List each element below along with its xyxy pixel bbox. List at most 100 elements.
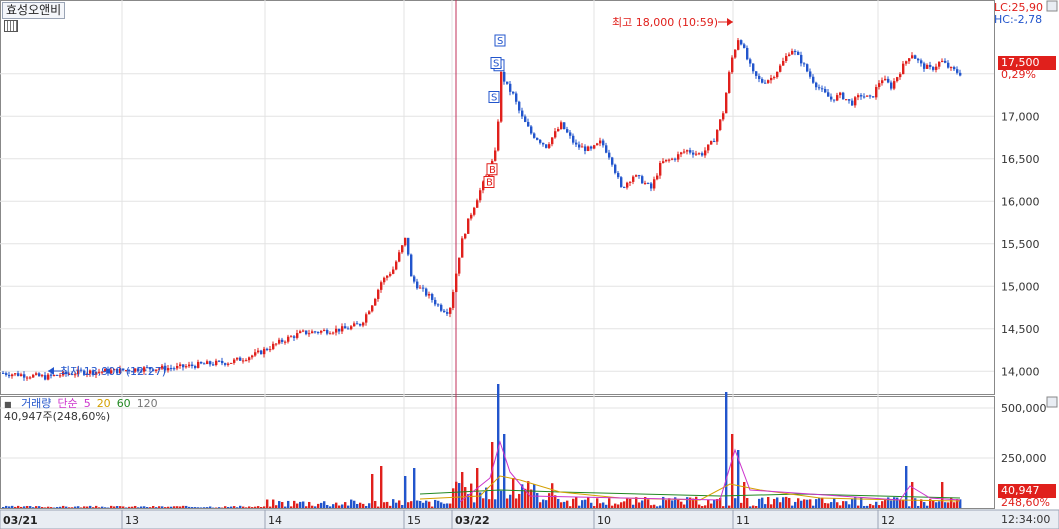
candle bbox=[326, 330, 329, 334]
volume-bar bbox=[920, 499, 923, 508]
candle bbox=[716, 130, 719, 142]
candle bbox=[803, 63, 806, 65]
volume-bar bbox=[65, 506, 68, 508]
volume-bar bbox=[833, 498, 836, 508]
candle bbox=[149, 367, 152, 370]
candle bbox=[923, 63, 926, 69]
candle bbox=[743, 44, 746, 48]
candle bbox=[86, 373, 89, 375]
scroll-up-button[interactable] bbox=[1046, 396, 1058, 408]
candle bbox=[161, 365, 164, 369]
candle bbox=[74, 374, 77, 376]
candle bbox=[791, 50, 794, 55]
volume-bar bbox=[470, 483, 473, 508]
volume-bar bbox=[302, 501, 305, 508]
candle bbox=[599, 140, 602, 144]
candle bbox=[629, 181, 632, 183]
candle bbox=[293, 336, 296, 338]
volume-bar bbox=[950, 497, 953, 508]
grid-toggle-icon[interactable] bbox=[4, 20, 18, 32]
volume-bar bbox=[569, 506, 572, 508]
volume-bar bbox=[131, 506, 134, 508]
candle bbox=[116, 369, 119, 374]
volume-bar bbox=[635, 497, 638, 508]
candle bbox=[512, 91, 515, 94]
volume-legend: ■ 거래량 단순 5 20 60 120 bbox=[4, 397, 158, 410]
candle bbox=[269, 349, 272, 351]
volume-bar bbox=[341, 504, 344, 508]
volume-bar bbox=[545, 500, 548, 508]
candle bbox=[281, 339, 284, 342]
volume-bar bbox=[905, 466, 908, 508]
candle bbox=[14, 373, 17, 375]
volume-bar bbox=[944, 502, 947, 508]
candle bbox=[164, 365, 167, 371]
volume-bar bbox=[494, 499, 497, 508]
volume-bar bbox=[848, 504, 851, 508]
volume-bar bbox=[575, 496, 578, 508]
volume-bar bbox=[839, 505, 842, 508]
volume-bar bbox=[326, 504, 329, 508]
candle bbox=[50, 374, 53, 376]
volume-bar bbox=[662, 496, 665, 508]
candle bbox=[98, 371, 101, 373]
candle bbox=[464, 233, 467, 239]
candle bbox=[353, 323, 356, 327]
candle bbox=[476, 200, 479, 208]
candle bbox=[179, 364, 182, 367]
candle bbox=[734, 49, 737, 58]
candle bbox=[332, 332, 335, 334]
candle bbox=[731, 57, 734, 73]
candle bbox=[821, 88, 824, 90]
volume-bar bbox=[701, 506, 704, 508]
candle bbox=[227, 363, 230, 365]
x-tick-label: 12 bbox=[881, 514, 895, 527]
volume-bar bbox=[5, 505, 8, 508]
volume-bar bbox=[836, 502, 839, 508]
scroll-up-button[interactable] bbox=[1046, 0, 1058, 12]
volume-bar bbox=[446, 503, 449, 508]
candle bbox=[155, 369, 158, 371]
candle bbox=[641, 176, 644, 184]
volume-bar bbox=[104, 507, 107, 508]
candle bbox=[941, 60, 944, 62]
candle bbox=[896, 77, 899, 82]
volume-bar bbox=[173, 506, 176, 508]
volume-bar bbox=[149, 507, 152, 508]
legend-ma120: 120 bbox=[136, 397, 158, 410]
candle bbox=[404, 237, 407, 246]
volume-bar bbox=[941, 482, 944, 508]
volume-bar bbox=[884, 500, 887, 508]
volume-bar bbox=[908, 506, 911, 508]
low-arrow-icon bbox=[48, 367, 54, 375]
candle bbox=[422, 287, 425, 289]
volume-bar bbox=[251, 507, 254, 508]
candle bbox=[647, 182, 650, 184]
stock-name[interactable]: 효성오앤비 bbox=[2, 2, 66, 19]
volume-bar bbox=[641, 500, 644, 508]
volume-bar bbox=[467, 494, 470, 508]
candle bbox=[782, 60, 785, 66]
volume-bar bbox=[389, 505, 392, 508]
candle bbox=[302, 330, 305, 332]
candle bbox=[944, 60, 947, 63]
candle bbox=[689, 150, 692, 153]
candle bbox=[650, 183, 653, 189]
volume-bar bbox=[491, 442, 494, 508]
candle bbox=[134, 368, 137, 372]
volume-bar bbox=[44, 507, 47, 508]
candle bbox=[92, 370, 95, 375]
candle bbox=[278, 339, 281, 344]
volume-bar bbox=[728, 505, 731, 508]
volume-bar bbox=[146, 507, 149, 508]
candle bbox=[224, 363, 227, 365]
candle bbox=[8, 374, 11, 377]
volume-bar bbox=[422, 502, 425, 508]
candle bbox=[209, 361, 212, 365]
candle bbox=[500, 71, 503, 122]
legend-ma-type: 단순 bbox=[57, 397, 78, 410]
volume-bar bbox=[398, 500, 401, 508]
candle bbox=[752, 63, 755, 72]
volume-bar bbox=[314, 506, 317, 508]
